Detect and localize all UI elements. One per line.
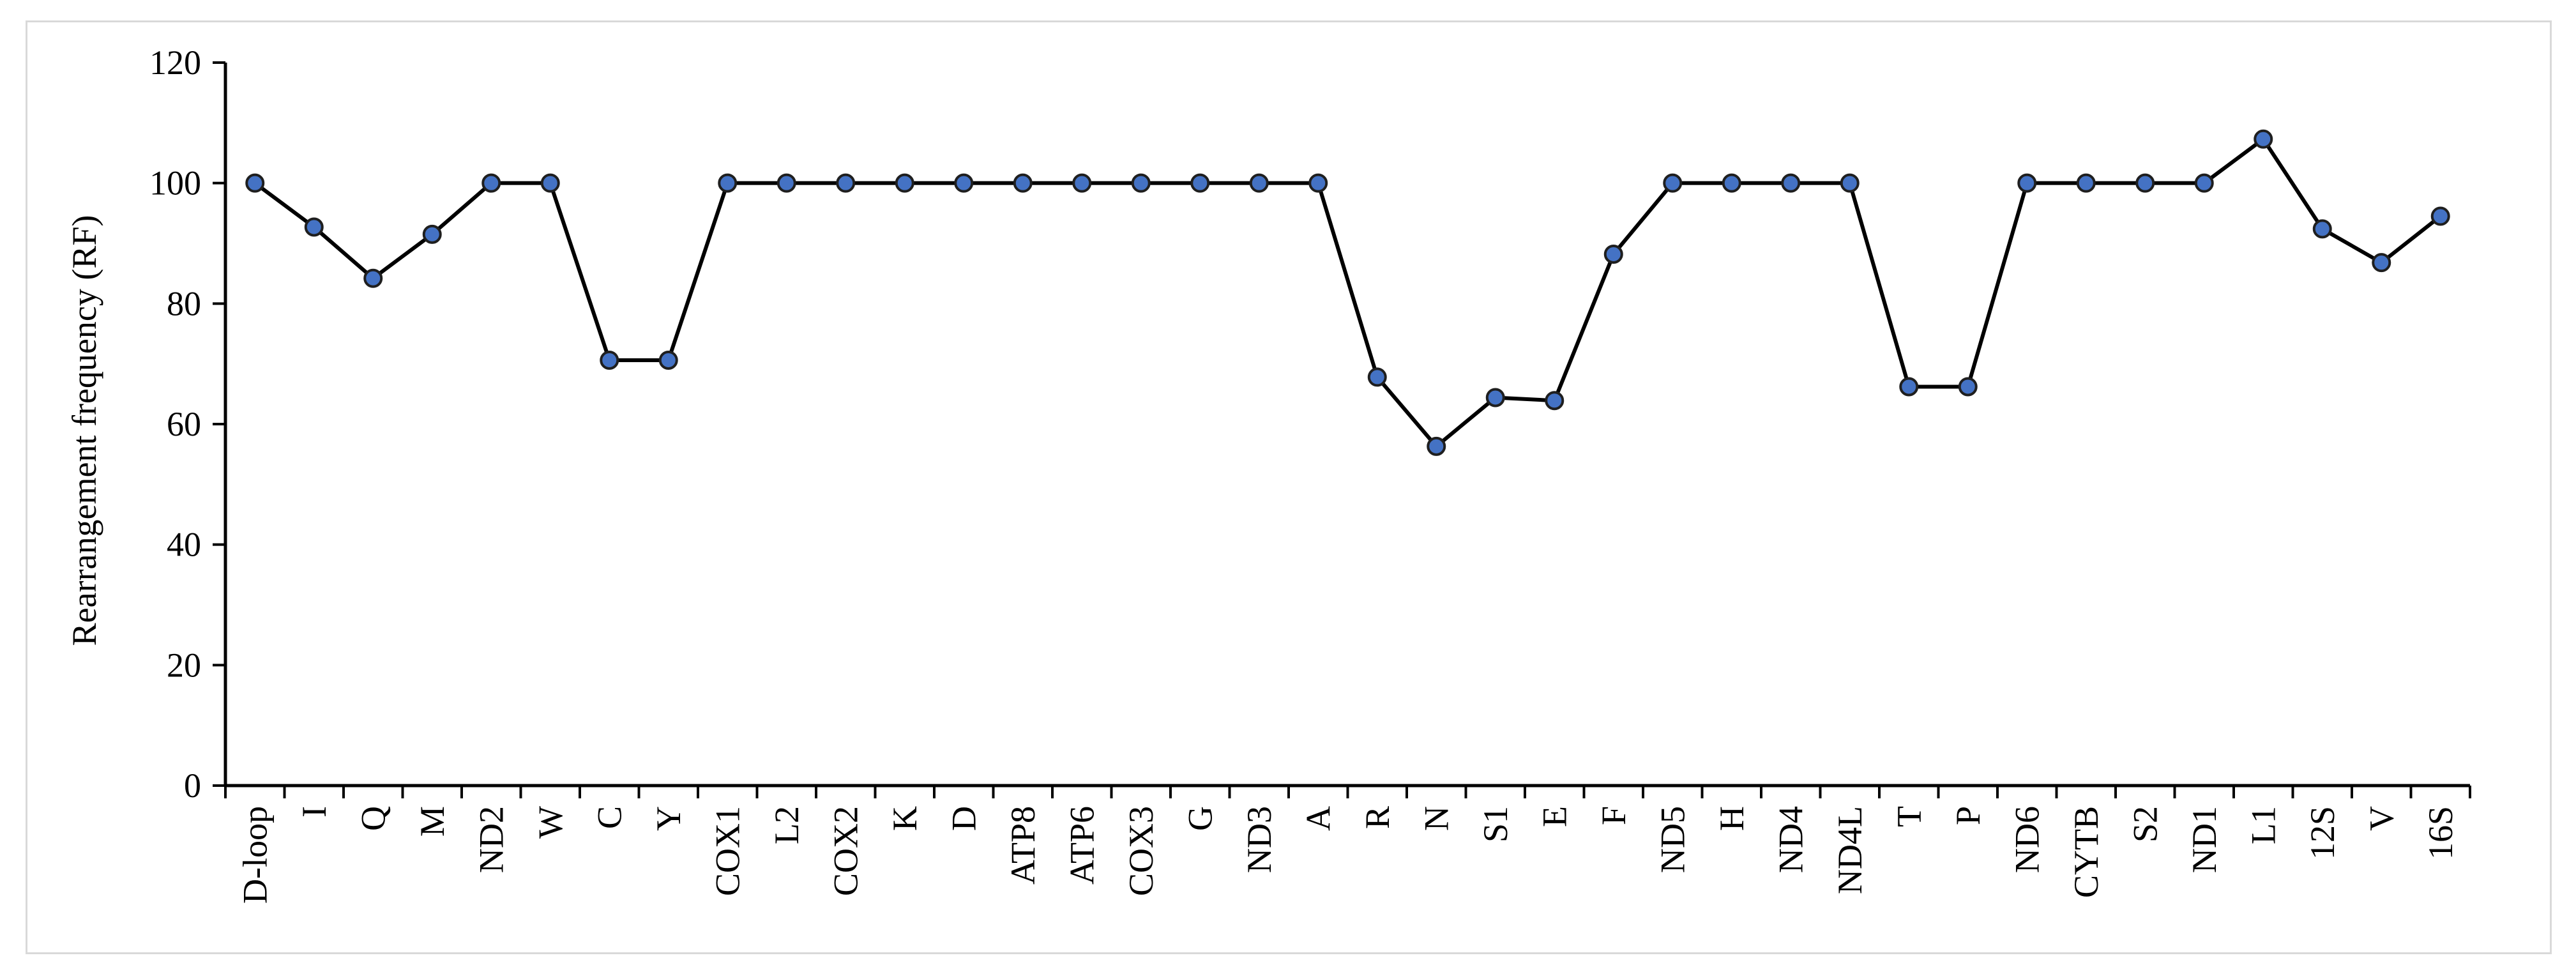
x-tick-label: COX2 [826, 806, 865, 896]
x-tick-label: C [590, 806, 628, 829]
y-tick-label: 100 [149, 164, 201, 202]
x-tick-label: ND4L [1831, 806, 1869, 894]
data-point [600, 351, 619, 370]
data-point [1958, 377, 1978, 397]
y-axis-ticks: 0 20 40 60 80 100 120 [149, 43, 225, 805]
x-tick-label: 12S [2303, 806, 2342, 860]
series-layer [245, 129, 2450, 456]
data-point [954, 173, 974, 193]
x-tick-label: W [531, 806, 570, 839]
x-tick-label: I [295, 806, 333, 818]
data-point [1131, 173, 1151, 193]
y-tick-label: 80 [167, 284, 201, 323]
x-tick-label: R [1358, 806, 1397, 829]
data-point [1545, 391, 1565, 411]
x-axis-ticks: D-loop I Q M ND2 W C Y COX1 L2 COX2 K D ATP8 ATP6 COX3 G… [224, 786, 2471, 904]
x-tick-label: S2 [2126, 806, 2164, 842]
x-tick-label: ND4 [1771, 806, 1810, 873]
data-point [2254, 129, 2273, 149]
data-point [1603, 244, 1623, 264]
x-tick-label: N [1417, 806, 1455, 831]
data-point [481, 173, 501, 193]
data-point [1072, 173, 1092, 193]
x-tick-label: ND5 [1653, 806, 1692, 873]
data-point [1840, 173, 1860, 193]
data-point [1899, 377, 1919, 397]
data-point [1781, 173, 1801, 193]
x-tick-label: M [413, 806, 451, 837]
x-tick-label: ND3 [1240, 806, 1278, 873]
x-tick-label: ND1 [2185, 806, 2224, 873]
x-tick-label: COX3 [1122, 806, 1160, 896]
x-tick-label: P [1949, 806, 1987, 825]
data-point [1013, 173, 1033, 193]
x-tick-label: H [1713, 806, 1751, 831]
y-tick-label: 120 [149, 43, 201, 82]
x-tick-label: ATP6 [1063, 806, 1101, 885]
data-point [658, 351, 678, 370]
x-tick-label: A [1299, 806, 1337, 831]
x-tick-label: F [1595, 806, 1633, 825]
data-point [245, 173, 265, 193]
series-line [254, 137, 2442, 448]
x-tick-label: COX1 [708, 806, 746, 896]
y-tick-label: 60 [167, 405, 201, 443]
x-tick-label: L1 [2244, 806, 2282, 844]
y-axis-title: Rearrangement frequency (RF) [65, 215, 103, 646]
x-tick-label: D [944, 806, 983, 831]
data-point [2372, 253, 2391, 273]
y-tick-label: 20 [167, 646, 201, 684]
x-tick-label: L2 [768, 806, 806, 844]
data-point [2194, 173, 2214, 193]
y-tick-label: 0 [184, 766, 201, 805]
x-tick-label: Y [649, 806, 688, 831]
x-tick-label: ND6 [2008, 806, 2046, 873]
data-point [2076, 173, 2096, 193]
x-tick-label: 16S [2421, 806, 2460, 860]
x-tick-label: G [1181, 806, 1219, 831]
x-tick-label: D-loop [236, 806, 274, 904]
data-point [1367, 367, 1387, 387]
data-point [2430, 206, 2450, 226]
x-tick-label: S1 [1476, 806, 1515, 842]
data-point [422, 224, 442, 244]
x-tick-label: E [1535, 806, 1573, 827]
data-point [1427, 436, 1446, 456]
data-point [2017, 173, 2037, 193]
y-tick-label: 40 [167, 526, 201, 564]
data-point [1190, 173, 1210, 193]
chart-frame [26, 20, 2552, 954]
data-point [895, 173, 914, 193]
x-tick-label: ATP8 [1004, 806, 1042, 885]
data-point [1308, 173, 1328, 193]
x-tick-label: CYTB [2067, 806, 2105, 898]
data-point [718, 173, 738, 193]
x-tick-label: K [886, 806, 924, 831]
data-point [1722, 173, 1741, 193]
data-point [2135, 173, 2155, 193]
data-point [1485, 388, 1505, 407]
data-point [836, 173, 856, 193]
data-point [2312, 219, 2332, 239]
data-point [1663, 173, 1683, 193]
data-point [1249, 173, 1269, 193]
x-tick-label: V [2362, 806, 2400, 831]
x-tick-label: T [1890, 806, 1928, 827]
data-point [304, 217, 324, 237]
x-tick-label: ND2 [472, 806, 510, 873]
data-point [777, 173, 796, 193]
data-point [363, 268, 383, 288]
data-point [540, 173, 560, 193]
x-tick-label: Q [354, 806, 392, 831]
